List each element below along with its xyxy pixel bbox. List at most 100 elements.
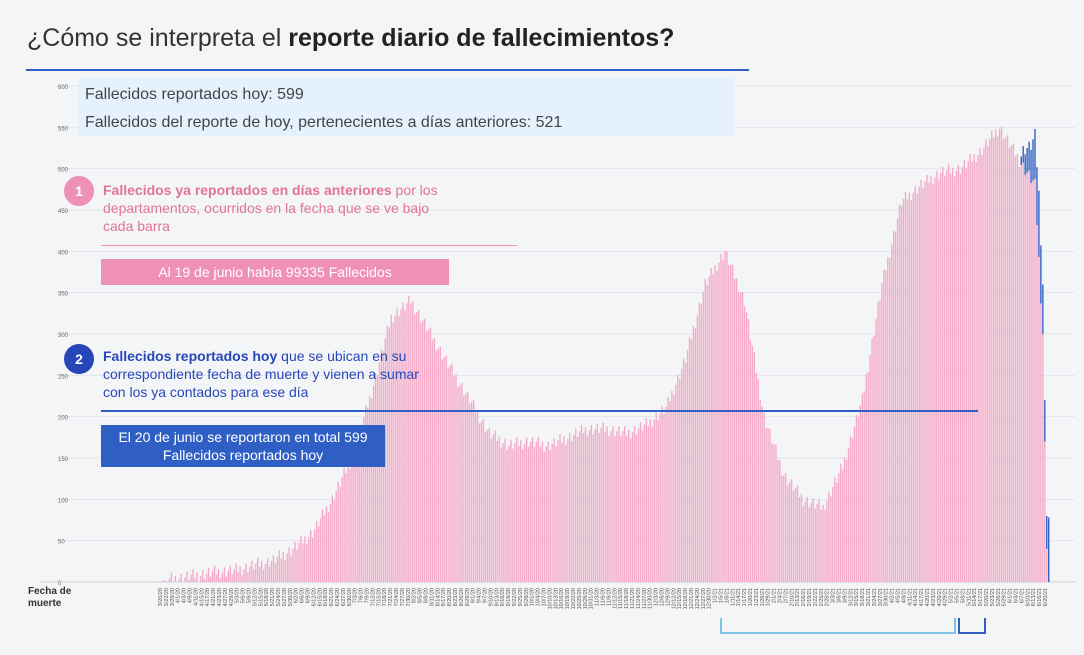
bar-previous (814, 508, 816, 582)
bar-previous (223, 567, 226, 582)
bar-previous (482, 419, 485, 582)
bar-previous (160, 581, 163, 582)
bar-previous (622, 431, 624, 582)
x-tick-label: 6/2/20 (294, 588, 300, 603)
bar-previous (498, 436, 500, 582)
x-tick-label: 6/30/20 (347, 588, 353, 606)
bar-previous (698, 302, 701, 582)
x-tick-label: 3/27/21 (878, 588, 884, 606)
bar-previous (938, 179, 940, 582)
bar-previous (783, 475, 785, 582)
bar-today (1048, 517, 1050, 582)
bar-today (1042, 284, 1044, 334)
bar-previous (374, 373, 377, 582)
bar-previous (298, 542, 300, 582)
bar-previous (188, 580, 190, 582)
bar-previous (696, 315, 699, 582)
bar-previous (628, 429, 630, 582)
x-tick-label: 9/25/20 (518, 588, 524, 606)
bar-previous (486, 429, 489, 582)
x-tick-label: 5/29/21 (1002, 588, 1008, 606)
bar-previous (162, 580, 165, 582)
bar-previous (735, 278, 738, 582)
x-tick-label: 3/15/21 (854, 588, 860, 606)
x-tick-label: 1/14/21 (736, 588, 742, 606)
x-tick-label: 7/15/20 (376, 588, 382, 606)
bar-previous (914, 186, 916, 582)
bar-previous (259, 566, 261, 582)
bar-previous (769, 428, 771, 582)
bar-previous (553, 437, 555, 582)
bar-previous (518, 446, 520, 582)
bar-previous (198, 581, 200, 582)
bar-previous (704, 279, 706, 582)
bar-previous (529, 441, 532, 582)
bar-previous (673, 395, 675, 582)
bar-previous (626, 435, 628, 582)
bar-previous (775, 444, 777, 582)
bar-previous (304, 536, 306, 582)
bar-previous (816, 503, 818, 582)
bar-previous (947, 164, 950, 583)
x-tick-label: 11/27/20 (642, 588, 648, 609)
bar-today (1040, 245, 1042, 304)
x-tick-label: 10/28/20 (583, 588, 589, 609)
bar-previous (492, 434, 494, 582)
bar-previous (765, 427, 767, 582)
bar-previous (608, 436, 610, 582)
x-tick-label: 11/18/20 (624, 588, 630, 609)
bar-previous (981, 154, 983, 582)
annotation-1-text: Fallecidos ya reportados en días anterio… (103, 182, 438, 234)
bar-previous (398, 316, 400, 582)
bar-previous (376, 374, 379, 582)
x-tick-label: 12/30/20 (707, 588, 713, 609)
bar-previous (757, 379, 759, 582)
bar-previous (1024, 174, 1026, 582)
bar-previous (463, 395, 465, 582)
x-tick-label: 4/17/20 (205, 588, 211, 606)
bar-previous (584, 427, 587, 582)
bar-previous (215, 574, 218, 582)
bar-previous (343, 467, 345, 582)
bar-previous (573, 434, 575, 582)
bar-previous (363, 416, 365, 582)
bar-previous (985, 139, 987, 583)
bar-previous (959, 173, 962, 582)
bar-previous (561, 442, 563, 582)
x-tick-label: 5/5/21 (955, 588, 961, 603)
bar-previous (624, 426, 626, 582)
bar-previous (997, 136, 999, 582)
bar-previous (967, 160, 969, 583)
bar-previous (351, 459, 353, 582)
bar-previous (302, 543, 304, 582)
x-tick-label: 10/13/20 (553, 588, 559, 609)
bar-previous (1032, 180, 1034, 582)
bar-previous (916, 193, 918, 582)
bar-previous (408, 295, 410, 582)
bar-previous (202, 570, 204, 582)
bar-previous (423, 318, 426, 582)
bar-previous (551, 443, 553, 582)
bar-previous (824, 510, 826, 582)
x-tick-label: 8/26/20 (459, 588, 465, 606)
bar-previous (194, 578, 196, 582)
x-tick-label: 2/10/21 (789, 588, 795, 606)
bar-previous (908, 192, 911, 582)
x-tick-label: 8/8/20 (424, 588, 430, 603)
x-tick-label: 6/1/21 (1008, 588, 1014, 603)
bar-previous (1044, 441, 1046, 582)
bar-previous (828, 491, 830, 582)
bar-previous (710, 267, 712, 582)
bar-previous (1038, 256, 1040, 582)
bar-previous (590, 425, 593, 582)
bar-previous (785, 473, 787, 582)
bar-previous (592, 434, 595, 582)
bar-previous (759, 400, 761, 582)
bar-previous (266, 558, 269, 582)
x-tick-label: 10/16/20 (559, 588, 565, 609)
bar-previous (1000, 126, 1003, 582)
bar-previous (849, 435, 852, 582)
bar-previous (1012, 143, 1015, 582)
bar-previous (378, 362, 381, 582)
